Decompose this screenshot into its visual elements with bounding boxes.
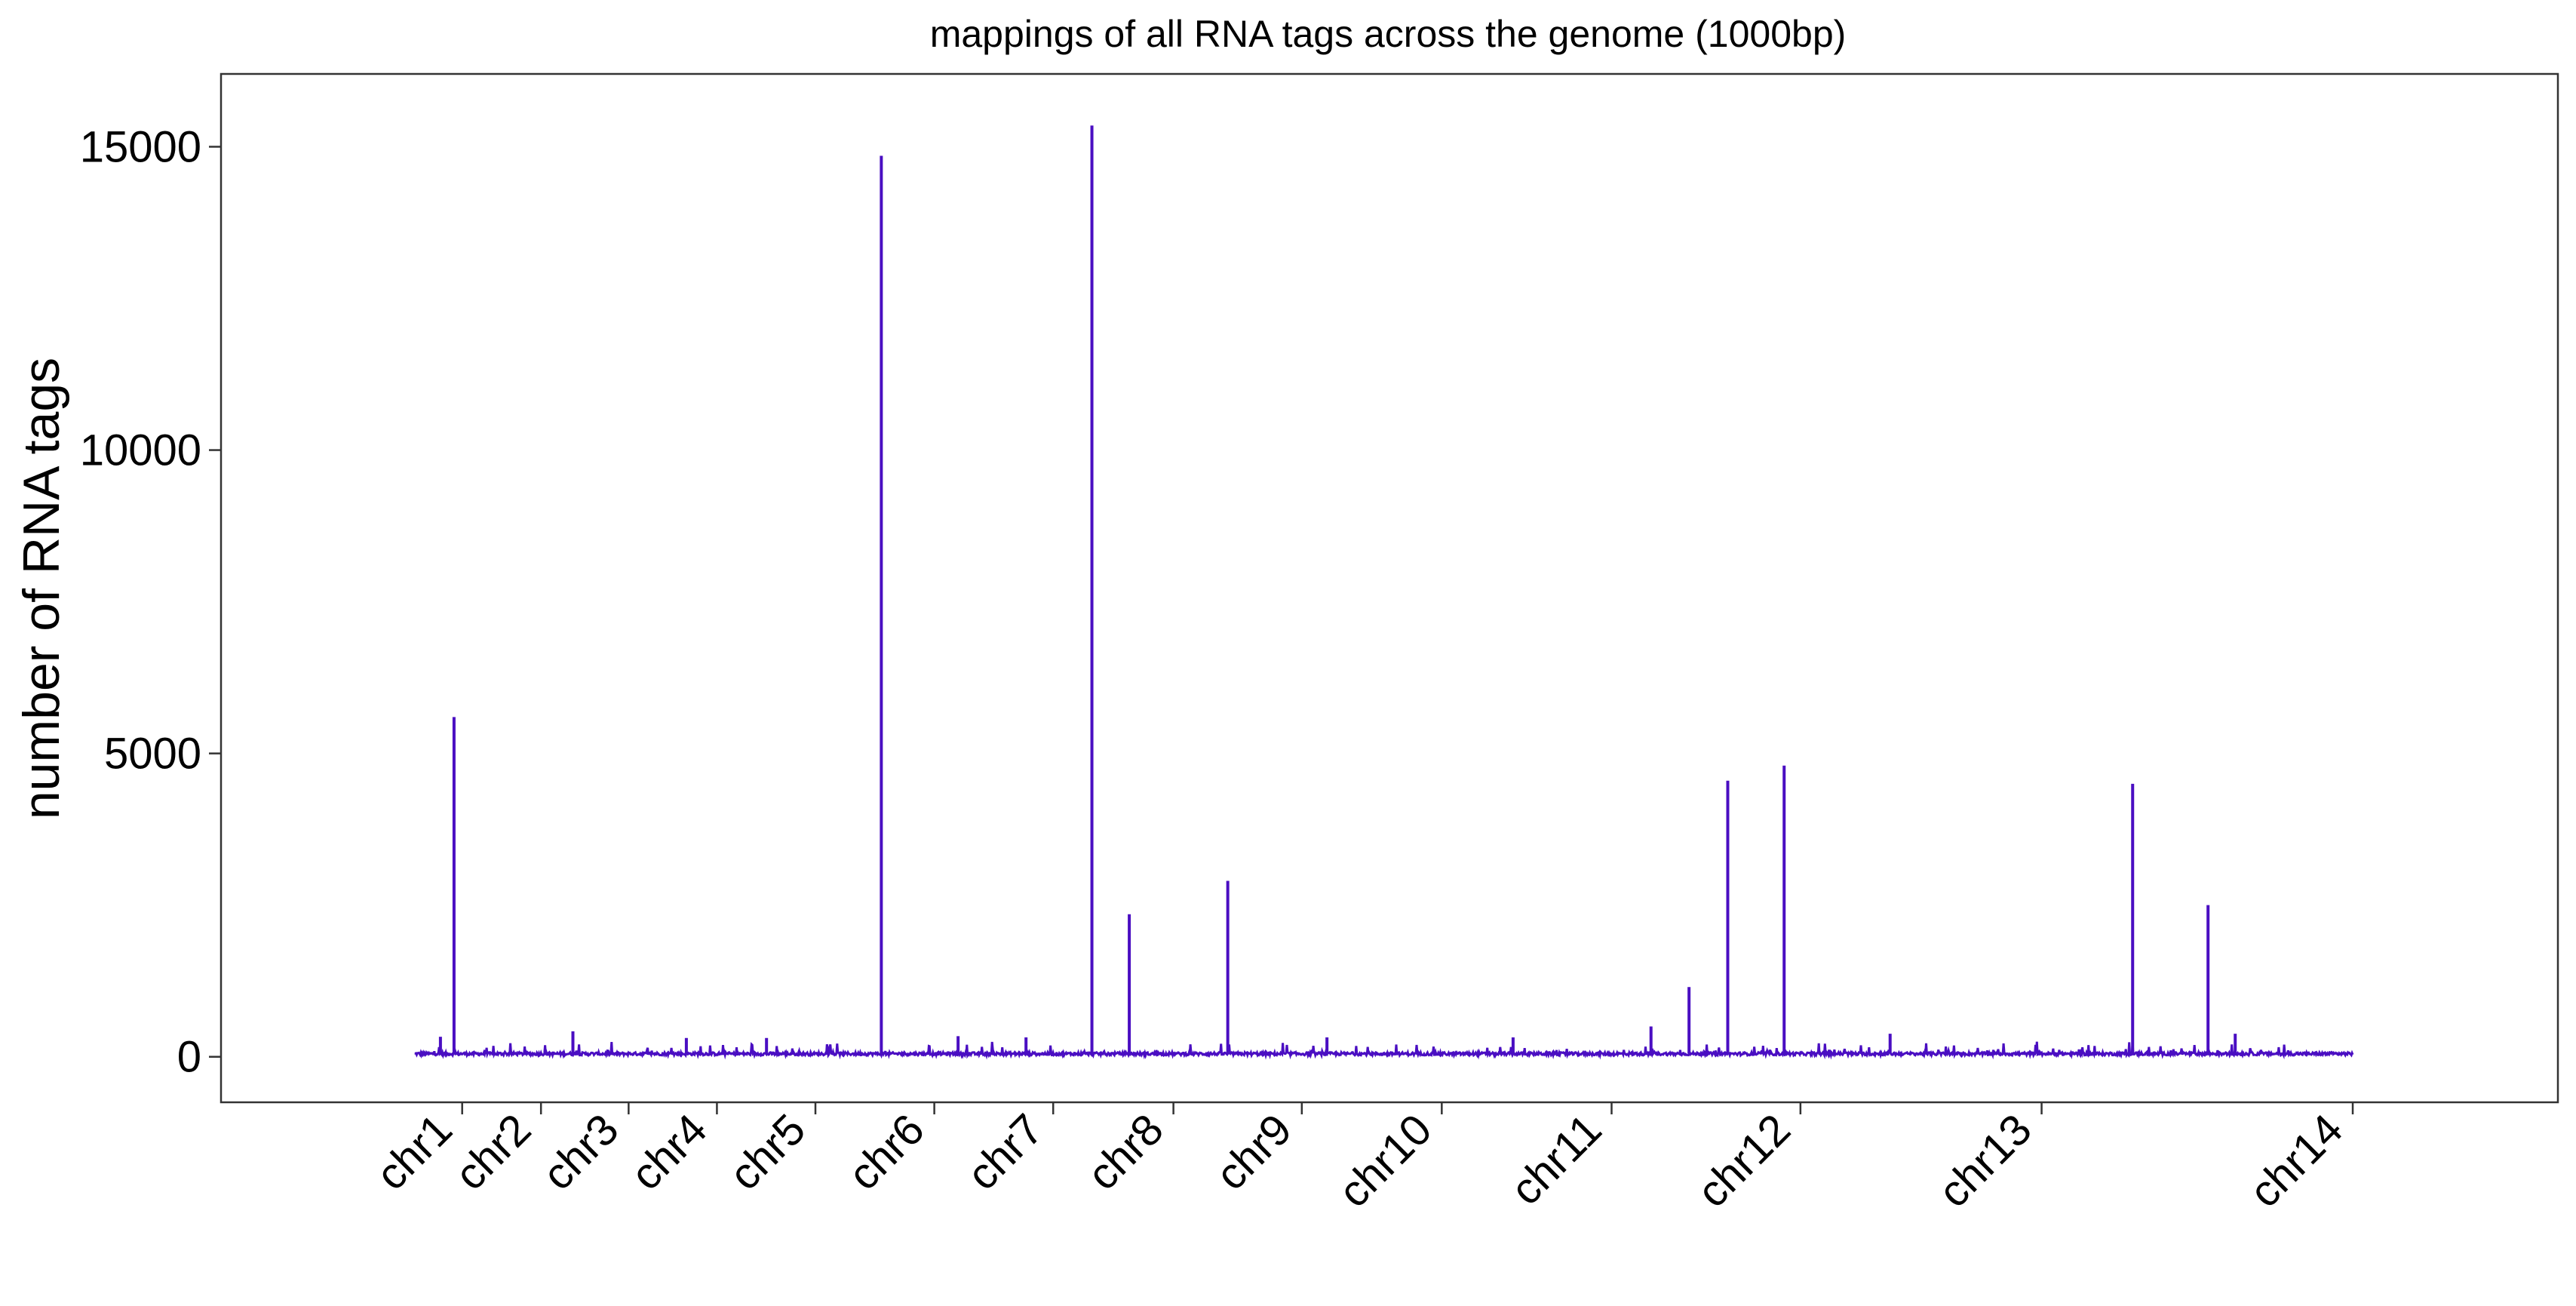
chart-title: mappings of all RNA tags across the geno… [930,13,1847,55]
y-tick-label: 5000 [104,730,201,779]
plot-panel-border [220,72,2559,1104]
y-tick-label: 0 [177,1033,201,1082]
y-axis: 0 5000 10000 15000 [80,122,221,1082]
y-axis-title: number of RNA tags [13,358,70,819]
y-tick-label: 15000 [80,122,201,171]
series-baseline-line [414,1041,2354,1060]
y-tick-label: 10000 [80,426,201,475]
series-rna-tags [414,125,2354,1060]
